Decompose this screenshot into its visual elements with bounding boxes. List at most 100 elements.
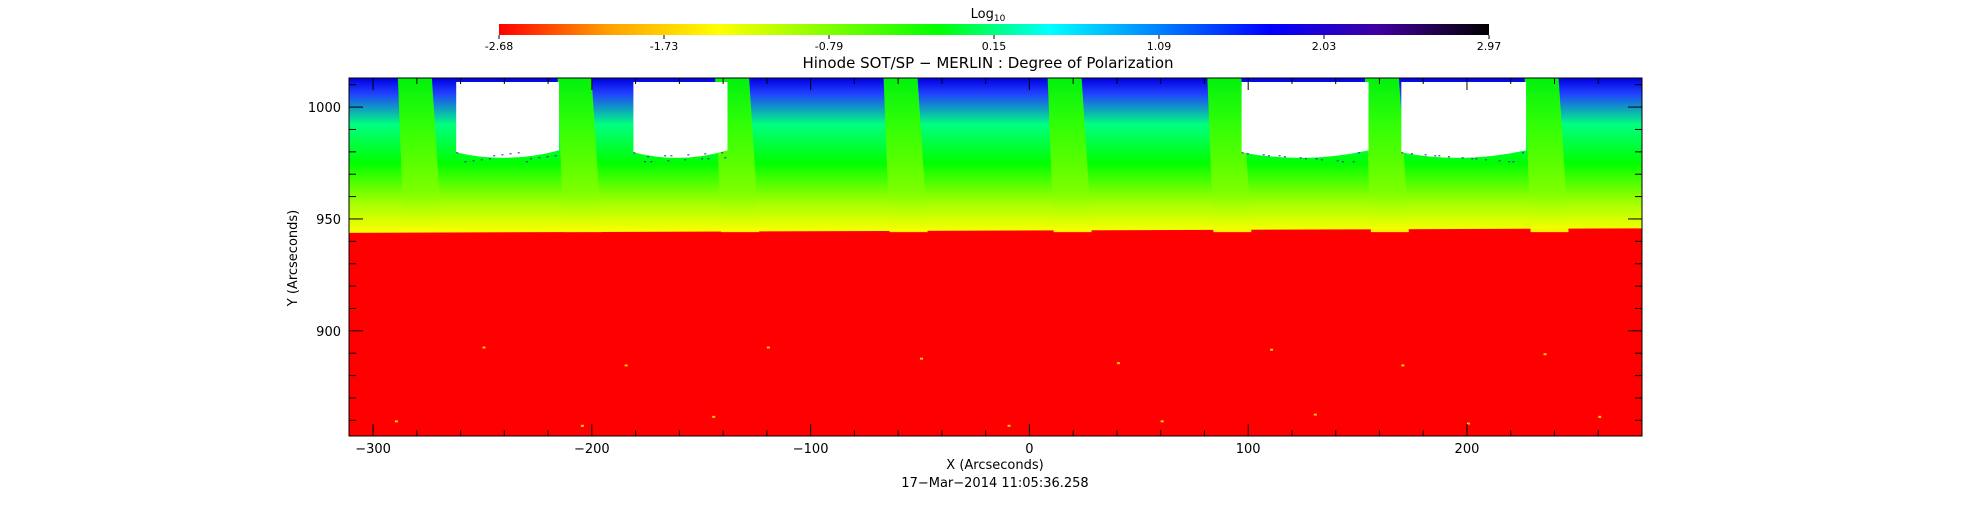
speckle <box>1466 422 1470 425</box>
colorbar-tick-label: 0.15 <box>982 40 1007 53</box>
speckle <box>712 415 716 418</box>
gap-noise <box>1267 155 1270 157</box>
gap-noise <box>530 158 533 160</box>
colorbar <box>499 24 1489 35</box>
speckle <box>766 346 770 349</box>
gap-noise <box>1299 157 1302 159</box>
gap-noise <box>1471 158 1474 160</box>
gap-noise <box>1401 152 1404 154</box>
gap-noise <box>1461 157 1464 159</box>
speckle <box>920 357 924 360</box>
gap-noise <box>538 157 541 159</box>
gap-noise <box>1438 155 1441 157</box>
colorbar-ticks: -2.68 -1.73 -0.79 0.15 1.09 2.03 2.97 <box>485 35 1501 53</box>
vertical-band <box>397 78 442 233</box>
x-tick-label: −100 <box>793 442 829 457</box>
gap-noise <box>1262 154 1265 156</box>
colorbar-tick-label: 2.03 <box>1312 40 1337 53</box>
gap-noise <box>1498 160 1501 162</box>
off-scale-gaps <box>456 82 1527 163</box>
gap-noise <box>525 161 528 163</box>
speckle <box>1598 415 1602 418</box>
gap-noise <box>684 159 687 161</box>
gap-noise <box>704 153 707 155</box>
colorbar-tick-label: -0.79 <box>815 40 843 53</box>
gap-noise <box>724 157 727 159</box>
speckle <box>1007 424 1011 427</box>
gap-noise <box>488 158 491 160</box>
gap-noise <box>701 158 704 160</box>
gap-noise <box>1320 159 1323 161</box>
off-scale-gap <box>1241 82 1369 158</box>
gap-noise <box>554 155 557 157</box>
gap-noise <box>721 152 724 154</box>
limb-speckles <box>394 346 1602 427</box>
gap-noise <box>1357 152 1360 154</box>
timestamp: 17−Mar−2014 11:05:36.258 <box>901 476 1088 491</box>
gap-noise <box>1508 161 1511 163</box>
speckle <box>394 420 398 423</box>
gap-noise <box>1434 155 1437 157</box>
speckle <box>1160 420 1164 423</box>
speckle <box>624 364 628 367</box>
x-axis: −300 −200 −100 0 100 200 <box>355 78 1599 457</box>
x-axis-label: X (Arcseconds) <box>946 458 1043 473</box>
speckle <box>482 346 486 349</box>
y-tick-label: 950 <box>316 213 341 228</box>
off-scale-gap <box>456 82 560 158</box>
y-axis-label: Y (Arcseconds) <box>286 210 301 307</box>
gap-noise <box>1336 160 1339 162</box>
gap-noise <box>1521 152 1524 154</box>
gap-noise <box>644 161 647 163</box>
x-tick-label: −200 <box>574 442 610 457</box>
gap-noise <box>1447 156 1450 158</box>
plot-frame <box>348 77 1643 437</box>
gap-noise <box>633 152 636 154</box>
speckle <box>1543 353 1547 356</box>
gap-noise <box>472 160 475 162</box>
gap-noise <box>480 159 483 161</box>
colorbar-tick-label: -2.68 <box>485 40 513 53</box>
gap-noise <box>1304 158 1307 160</box>
off-scale-gap <box>633 82 728 158</box>
y-axis: 900 950 1000 <box>308 84 1642 421</box>
gap-noise <box>707 158 710 160</box>
vertical-bands <box>397 78 1569 233</box>
gap-noise <box>647 156 650 158</box>
x-tick-label: 0 <box>1025 442 1033 457</box>
gap-noise <box>517 152 520 154</box>
gap-noise <box>1410 153 1413 155</box>
gap-noise <box>509 153 512 155</box>
gap-noise <box>1475 158 1478 160</box>
chart-title: Hinode SOT/SP − MERLIN : Degree of Polar… <box>802 54 1173 72</box>
gap-noise <box>1484 159 1487 161</box>
vertical-band <box>1524 78 1569 233</box>
colorbar-tick-label: 1.09 <box>1147 40 1172 53</box>
gap-noise <box>501 154 504 156</box>
gap-noise <box>1278 155 1281 157</box>
y-tick-label: 1000 <box>308 101 341 116</box>
vertical-band <box>883 78 928 233</box>
colorbar-tick-label: -1.73 <box>650 40 678 53</box>
speckle <box>1116 362 1120 365</box>
vertical-band <box>557 78 602 233</box>
x-tick-label: 100 <box>1236 442 1261 457</box>
speckle <box>1401 364 1405 367</box>
speckle <box>1313 413 1317 416</box>
gap-noise <box>456 152 459 154</box>
x-tick-label: 200 <box>1455 442 1480 457</box>
x-tick-label: −300 <box>355 442 391 457</box>
gap-noise <box>1241 152 1244 154</box>
gap-noise <box>464 161 467 163</box>
gap-noise <box>1283 156 1286 158</box>
gap-noise <box>687 154 690 156</box>
gap-noise <box>1246 153 1249 155</box>
gap-noise <box>670 155 673 157</box>
heatmap <box>349 78 1642 436</box>
vertical-band <box>1364 78 1409 233</box>
speckle <box>1270 348 1274 351</box>
gap-noise <box>1512 161 1515 163</box>
speckle <box>580 424 584 427</box>
vertical-band <box>1207 78 1252 233</box>
